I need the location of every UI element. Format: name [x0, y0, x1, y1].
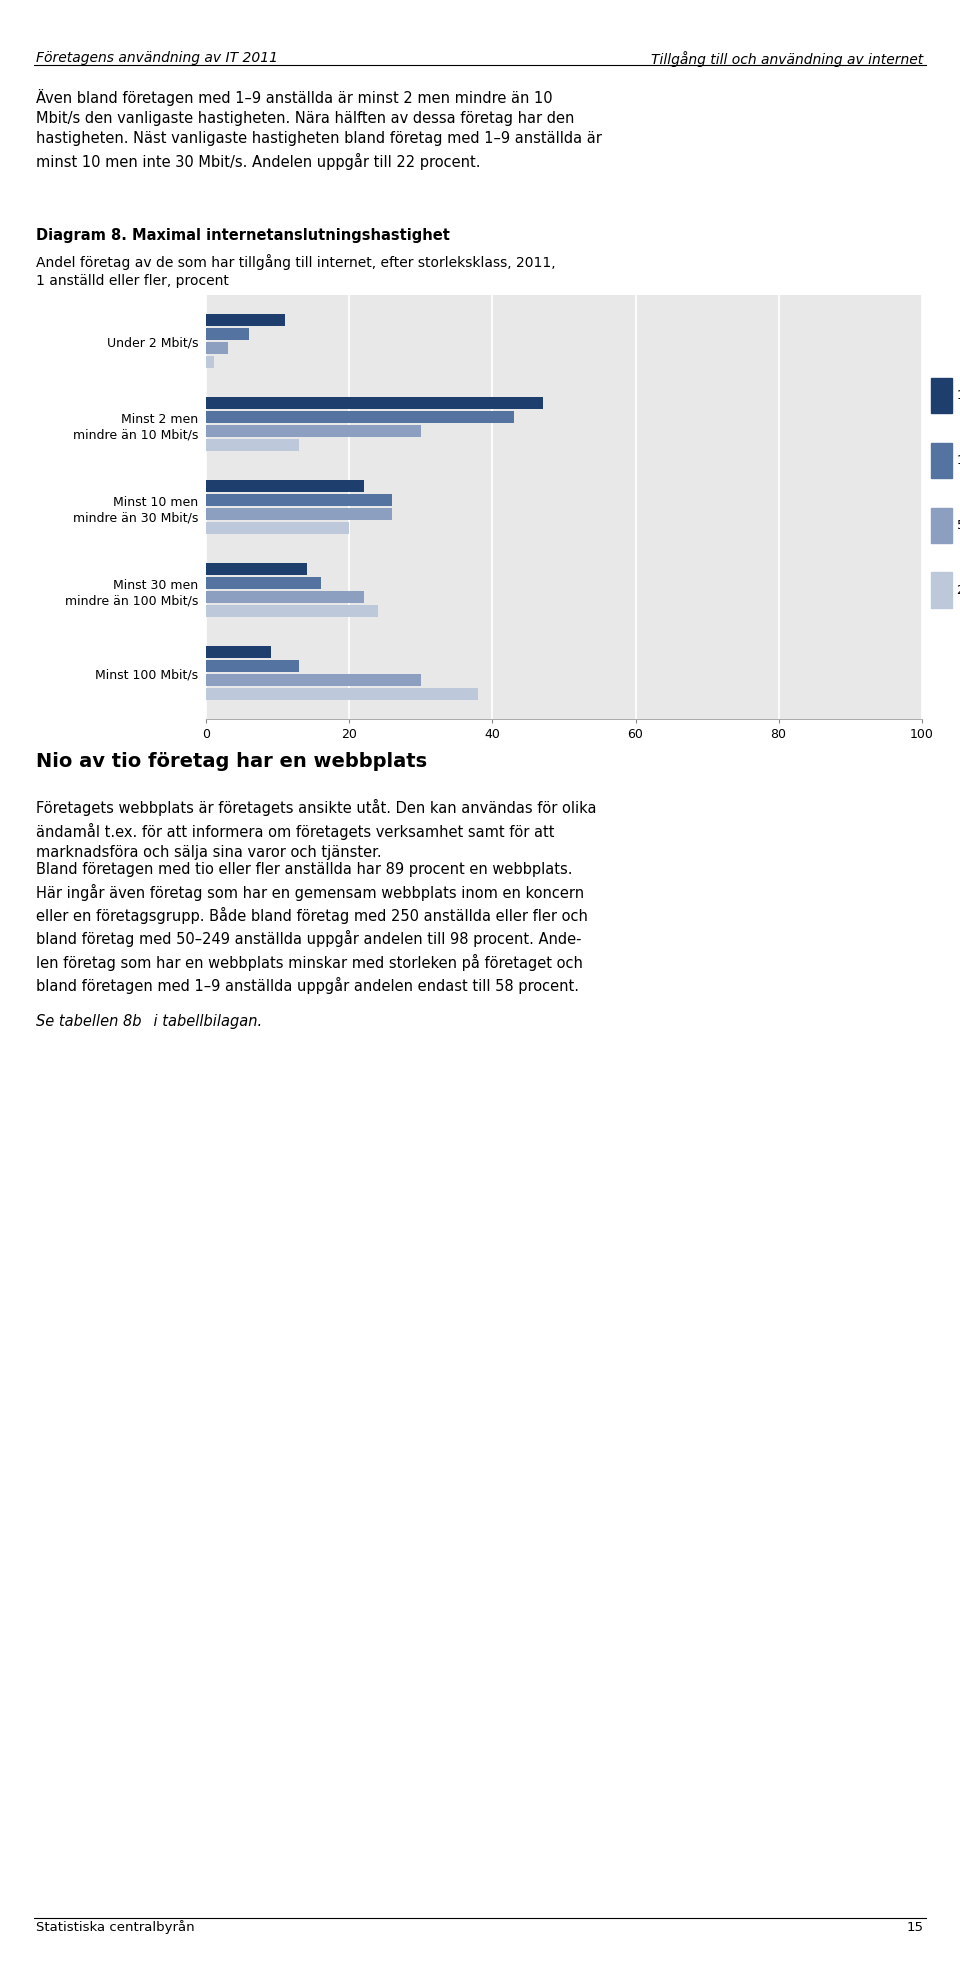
Bar [206, 604, 378, 618]
Bar [206, 591, 364, 603]
Bar [206, 577, 321, 589]
Bar [206, 494, 393, 506]
Bar [206, 313, 285, 327]
Bar [206, 660, 300, 671]
Text: Företagens användning av IT 2011: Företagens användning av IT 2011 [36, 51, 278, 65]
Text: Andel företag av de som har tillgång till internet, efter storleksklass, 2011,
1: Andel företag av de som har tillgång til… [36, 254, 556, 287]
Text: 15: 15 [906, 1920, 924, 1934]
Text: 50–249 anställda: 50–249 anställda [957, 518, 960, 532]
Bar [206, 508, 393, 520]
Text: 10–49 anställda: 10–49 anställda [957, 453, 960, 467]
Text: Tillgång till och användning av internet: Tillgång till och användning av internet [651, 51, 924, 67]
Text: 250 anställda eller fler: 250 anställda eller fler [957, 583, 960, 597]
Text: Nio av tio företag har en webbplats: Nio av tio företag har en webbplats [36, 752, 427, 772]
Bar [206, 646, 271, 658]
Text: Se tabellen 8b  i tabellbilagan.: Se tabellen 8b i tabellbilagan. [36, 1014, 263, 1030]
Text: Diagram 8. Maximal internetanslutningshastighet: Diagram 8. Maximal internetanslutningsha… [36, 228, 450, 244]
Bar [206, 480, 364, 492]
Text: Även bland företagen med 1–9 anställda är minst 2 men mindre än 10
Mbit/s den va: Även bland företagen med 1–9 anställda ä… [36, 89, 602, 169]
Bar [206, 412, 514, 423]
Bar [206, 563, 306, 575]
Bar [206, 425, 420, 437]
Bar [206, 356, 213, 368]
Bar [206, 687, 478, 701]
Bar [206, 327, 250, 341]
Text: Bland företagen med tio eller fler anställda har 89 procent en webbplats.
Här in: Bland företagen med tio eller fler anstä… [36, 862, 588, 994]
Text: Statistiska centralbyrån: Statistiska centralbyrån [36, 1920, 195, 1934]
Bar [206, 396, 542, 410]
Text: 1–9 anställda: 1–9 anställda [957, 388, 960, 402]
Text: Företagets webbplats är företagets ansikte utåt. Den kan användas för olika
ända: Företagets webbplats är företagets ansik… [36, 799, 597, 860]
Bar [206, 439, 300, 451]
Bar [206, 673, 420, 687]
Bar [206, 522, 349, 534]
Bar [206, 343, 228, 354]
